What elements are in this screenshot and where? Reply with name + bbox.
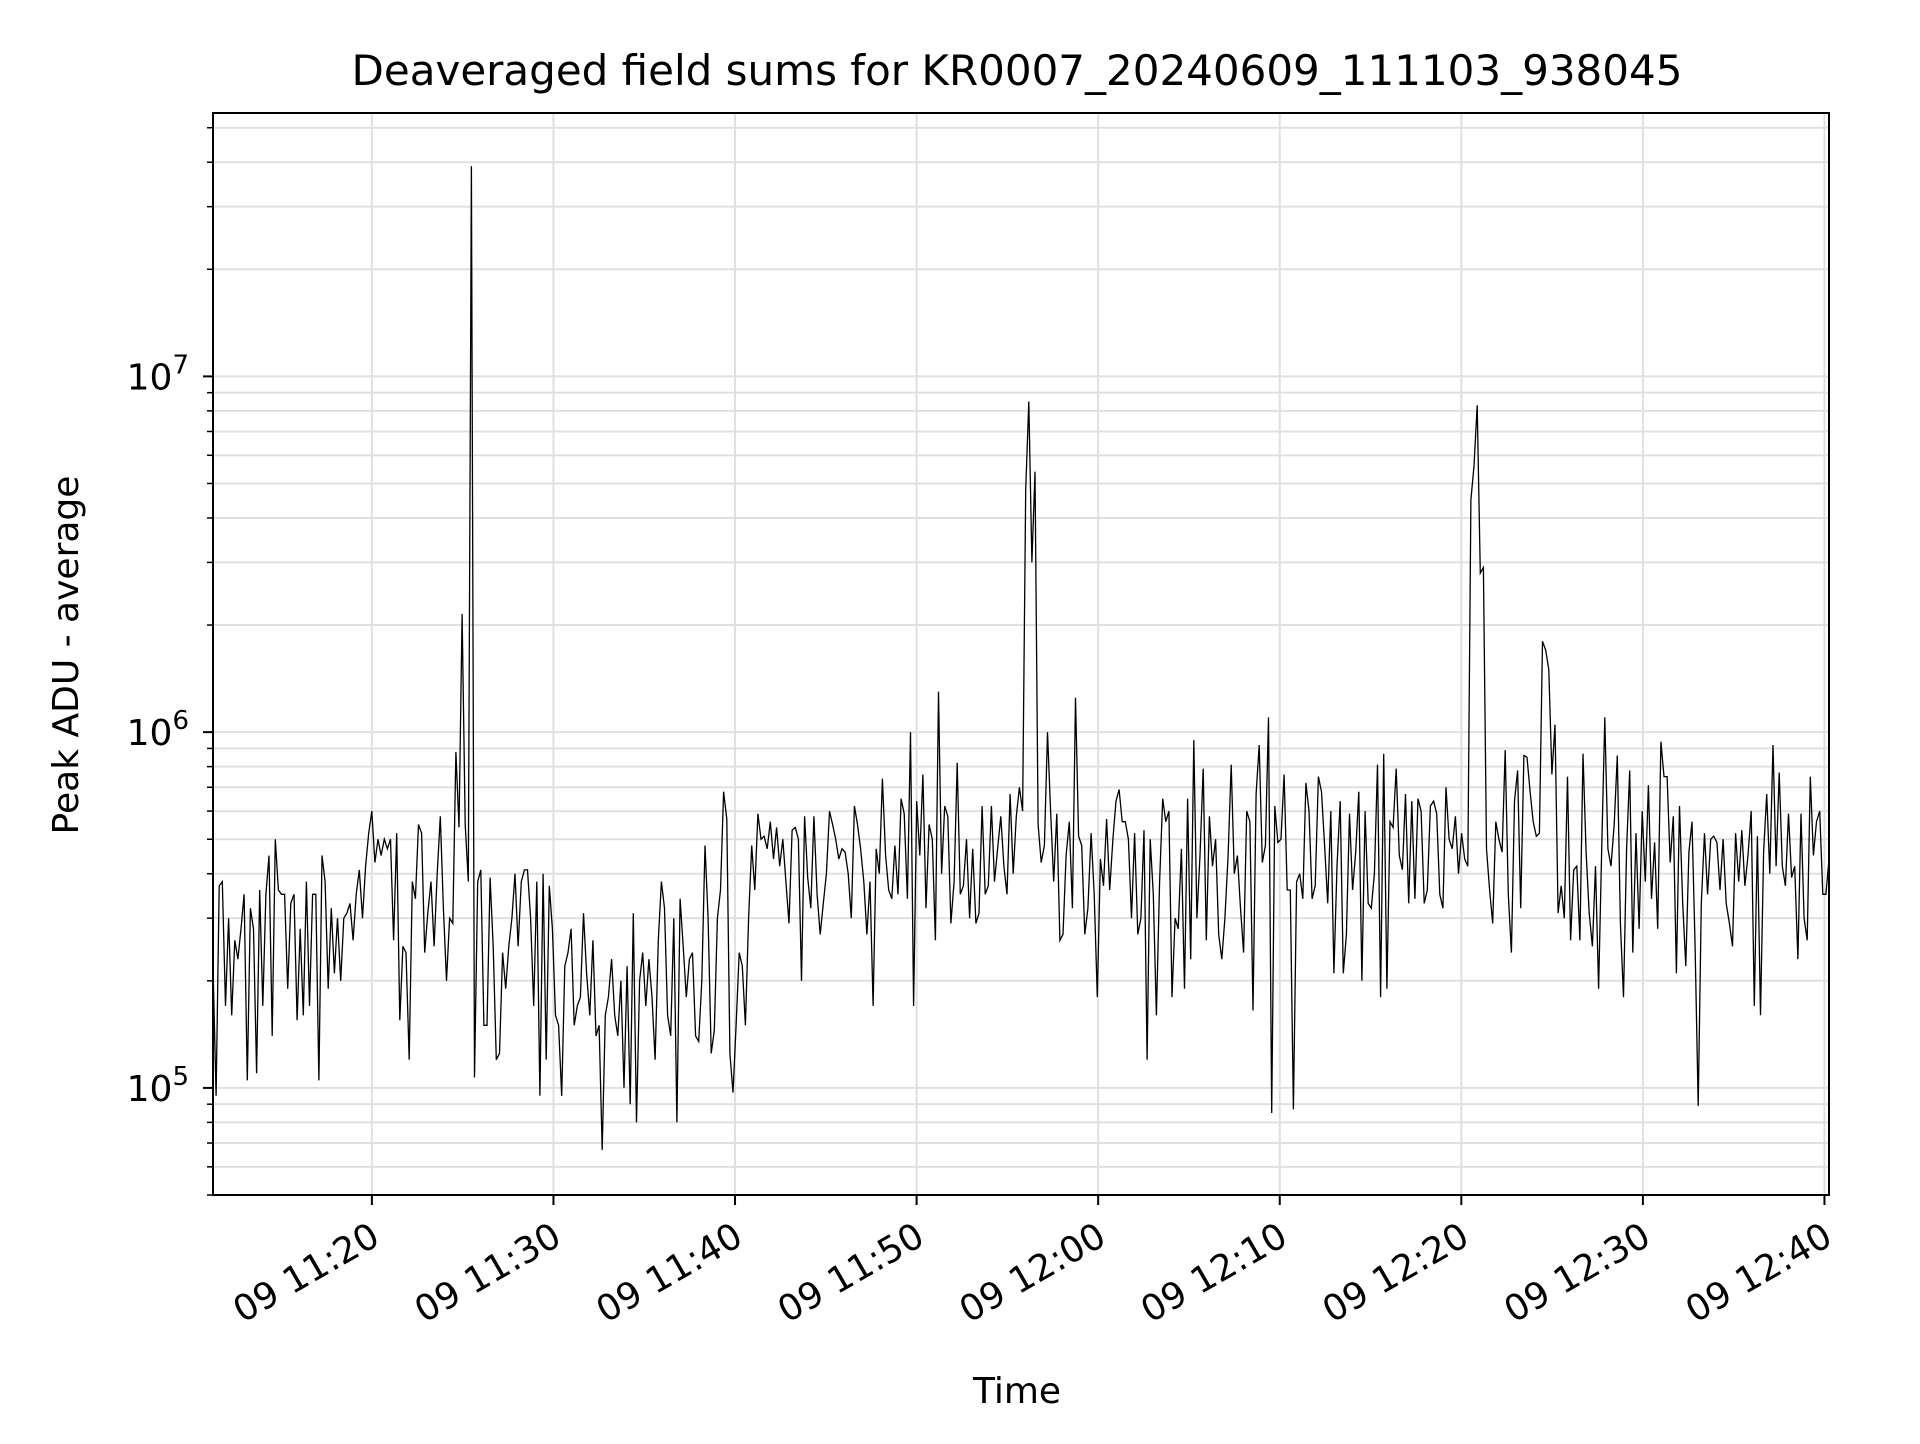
y-tick-label: 106	[127, 706, 189, 754]
minor-gridlines	[213, 126, 1829, 1196]
chart-title: Deaveraged field sums for KR0007_2024060…	[352, 46, 1683, 95]
series-layer	[212, 166, 1830, 1150]
series-line	[212, 166, 1830, 1150]
y-axis-label: Peak ADU - average	[46, 476, 87, 835]
major-gridlines	[213, 113, 1829, 1195]
y-tick-label: 105	[127, 1062, 189, 1110]
y-axis: 105 106 107	[127, 126, 213, 1196]
x-axis-label: Time	[972, 1371, 1061, 1412]
y-tick-label: 107	[127, 350, 189, 398]
plot-area-frame	[212, 112, 1830, 1196]
